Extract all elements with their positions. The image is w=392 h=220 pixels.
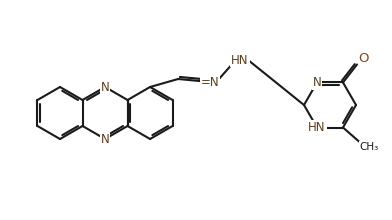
Text: N: N	[313, 76, 321, 89]
Text: N: N	[101, 132, 109, 145]
Text: CH₃: CH₃	[359, 141, 379, 152]
Text: =N: =N	[201, 75, 220, 88]
Text: HN: HN	[231, 53, 249, 66]
Text: O: O	[359, 52, 369, 65]
Text: N: N	[101, 81, 109, 94]
Text: HN: HN	[308, 121, 326, 134]
